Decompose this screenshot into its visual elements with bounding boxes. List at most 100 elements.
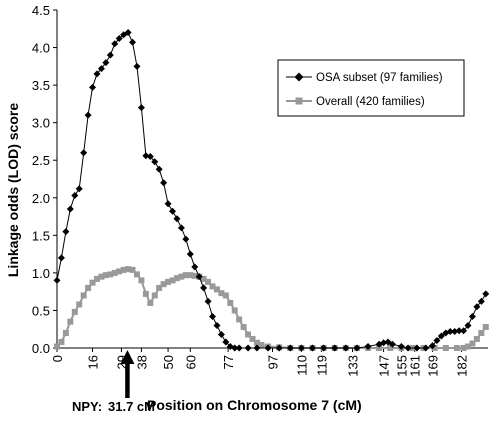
data-point (453, 345, 460, 351)
data-point (442, 345, 449, 351)
x-tick-label: 38 (134, 355, 149, 369)
legend-item-osa: OSA subset (97 families) (286, 72, 443, 84)
data-point (428, 342, 436, 350)
data-point (464, 321, 472, 329)
data-point (142, 152, 150, 160)
data-point (124, 29, 132, 37)
data-point (102, 59, 110, 67)
data-point (286, 344, 294, 352)
data-point (147, 299, 154, 306)
data-point (218, 290, 225, 297)
y-axis-title: Linkage odds (LOD) score (5, 103, 21, 277)
data-point (71, 192, 79, 200)
series-overall (54, 266, 489, 351)
data-point (320, 344, 328, 352)
data-point (473, 335, 480, 342)
data-point (75, 185, 83, 193)
data-point (173, 215, 181, 223)
data-point (422, 344, 430, 352)
data-point (137, 104, 145, 112)
data-point (146, 152, 154, 160)
data-point (93, 275, 100, 282)
data-point (89, 83, 97, 91)
data-point (177, 224, 185, 232)
data-point (376, 345, 383, 351)
data-point (200, 275, 207, 282)
data-point (186, 250, 194, 258)
data-point (245, 331, 252, 338)
y-tick-label: 0.0 (32, 341, 50, 356)
data-point (173, 275, 180, 282)
data-point (397, 342, 405, 350)
data-point (205, 278, 212, 285)
data-point (62, 228, 70, 236)
data-point (353, 344, 361, 352)
data-point (169, 207, 177, 215)
data-point (297, 344, 305, 352)
data-point (275, 344, 283, 352)
data-point (331, 344, 339, 352)
data-point (178, 273, 185, 280)
data-point (89, 279, 96, 286)
data-point (388, 340, 396, 348)
data-point (249, 335, 256, 342)
x-tick-label: 0 (50, 355, 65, 362)
data-point (115, 35, 123, 43)
data-point (460, 327, 468, 335)
data-point (209, 283, 216, 290)
y-tick-label: 1.0 (32, 266, 50, 281)
data-point (204, 297, 212, 305)
data-point (138, 277, 145, 284)
legend-item-overall: Overall (420 families) (286, 96, 425, 108)
npy-position: 31.7 cM (108, 399, 155, 414)
data-point (107, 271, 114, 278)
data-point (156, 284, 163, 291)
data-point (227, 299, 234, 306)
x-tick-label: 161 (408, 355, 423, 377)
data-point (80, 292, 87, 299)
data-point (133, 62, 141, 70)
data-point (62, 329, 69, 336)
data-point (364, 342, 372, 350)
data-point (253, 339, 260, 346)
legend-marker-osa (294, 72, 304, 82)
y-tick-label: 1.5 (32, 228, 50, 243)
y-tick-label: 2.0 (32, 191, 50, 206)
data-point (217, 330, 225, 338)
data-point (264, 344, 272, 352)
x-tick-label: 133 (345, 355, 360, 377)
x-tick-label: 119 (314, 355, 329, 376)
data-point (258, 341, 265, 348)
x-tick-label: 182 (454, 355, 469, 377)
data-point (478, 329, 485, 336)
data-point (102, 272, 109, 279)
data-point (222, 338, 230, 346)
data-point (67, 318, 74, 325)
data-point (106, 51, 114, 59)
data-point (142, 290, 149, 297)
data-point (125, 266, 132, 273)
data-point (195, 273, 203, 281)
x-tick-label: 50 (161, 355, 176, 369)
data-point (97, 65, 105, 73)
data-point (433, 336, 441, 344)
data-point (308, 344, 316, 352)
data-point (120, 266, 127, 273)
data-point (164, 200, 172, 208)
data-point (387, 345, 394, 351)
data-point (342, 344, 350, 352)
data-point (380, 339, 388, 347)
y-tick-label: 2.5 (32, 153, 50, 168)
data-point (468, 312, 476, 320)
x-tick-label: 77 (221, 355, 236, 369)
data-point (151, 158, 159, 166)
data-point (111, 269, 118, 276)
data-point (473, 303, 481, 311)
x-axis-title: Position on Chromosome 7 (cM) (147, 397, 362, 413)
data-point (129, 266, 136, 273)
x-tick-label: 147 (377, 355, 392, 377)
data-point (54, 343, 60, 350)
plot-area: 0.00.51.01.52.02.53.03.54.04.5 0 16 29 38 50… (32, 3, 490, 377)
y-tick-label: 4.5 (32, 3, 50, 18)
